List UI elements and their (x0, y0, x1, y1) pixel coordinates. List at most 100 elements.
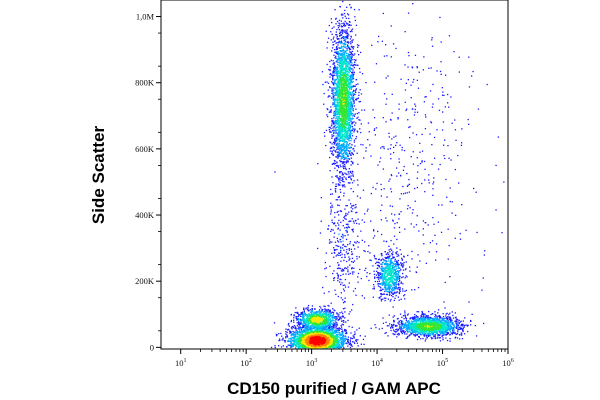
event-dot (399, 288, 401, 290)
event-dot (332, 325, 334, 328)
event-dot (417, 311, 420, 313)
event-dot (395, 272, 397, 274)
event-dot (349, 220, 351, 222)
event-dot (315, 312, 317, 314)
event-dot (402, 269, 405, 271)
event-dot (346, 36, 348, 38)
event-dot (278, 333, 280, 335)
event-dot (460, 320, 462, 322)
event-dot (389, 285, 391, 288)
event-dot (344, 136, 346, 139)
event-dot (335, 55, 337, 57)
event-dot (339, 132, 341, 134)
event-dot (346, 41, 348, 44)
event-dot (383, 146, 385, 148)
event-dot (432, 103, 434, 105)
event-dot (331, 135, 333, 138)
event-dot (330, 18, 332, 20)
event-dot (351, 135, 354, 137)
event-dot (360, 343, 362, 345)
event-dot (461, 334, 463, 336)
event-dot (374, 277, 376, 279)
event-dot (403, 255, 405, 257)
event-dot (349, 79, 351, 81)
event-dot (355, 136, 358, 138)
event-dot (346, 142, 348, 145)
event-dot (323, 92, 325, 95)
event-dot (339, 152, 341, 154)
event-dot (339, 332, 341, 334)
event-dot (337, 112, 339, 114)
event-dot (403, 165, 405, 168)
event-dot (417, 317, 419, 320)
event-dot (379, 286, 381, 288)
event-dot (429, 334, 431, 337)
event-dot (350, 61, 352, 64)
event-dot (342, 345, 344, 347)
event-dot (403, 261, 405, 264)
event-dot (403, 295, 405, 297)
event-dot (303, 331, 305, 334)
event-dot (356, 211, 358, 213)
event-dot (333, 65, 336, 67)
event-dot (438, 334, 441, 337)
event-dot (439, 163, 441, 166)
event-dot (392, 329, 395, 331)
event-dot (407, 331, 409, 333)
event-dot (334, 103, 336, 105)
event-dot (438, 334, 440, 336)
event-dot (336, 343, 339, 345)
event-dot (396, 283, 398, 285)
event-dot (326, 325, 328, 327)
event-dot (441, 319, 443, 322)
event-dot (341, 177, 343, 179)
event-dot (343, 192, 345, 194)
event-dot (377, 283, 379, 285)
event-dot (422, 316, 424, 318)
event-dot (336, 73, 338, 76)
event-dot (311, 310, 314, 313)
event-dot (338, 252, 341, 254)
event-dot (334, 67, 337, 69)
event-dot (341, 333, 344, 335)
event-dot (332, 77, 334, 79)
event-dot (363, 221, 366, 223)
event-dot (449, 338, 451, 340)
event-dot (378, 274, 380, 276)
event-dot (345, 43, 347, 45)
event-dot (414, 200, 416, 202)
event-dot (345, 218, 347, 220)
event-dot (309, 325, 311, 327)
event-dot (373, 254, 375, 257)
event-dot (393, 292, 396, 294)
event-dot (319, 330, 321, 332)
event-dot (394, 279, 396, 281)
event-dot (329, 95, 331, 97)
event-dot (343, 259, 345, 262)
event-dot (388, 294, 391, 296)
event-dot (351, 228, 353, 231)
event-dot (330, 321, 332, 323)
event-dot (346, 61, 348, 63)
event-dot (351, 113, 353, 115)
event-dot (350, 175, 352, 177)
event-dot (449, 321, 451, 323)
event-dot (438, 316, 441, 319)
event-dot (331, 47, 334, 49)
event-dot (383, 240, 385, 242)
event-dot (358, 241, 360, 244)
event-dot (335, 316, 337, 318)
event-dot (394, 297, 396, 299)
event-dot (404, 315, 406, 317)
event-dot (420, 316, 422, 318)
event-dot (348, 122, 350, 124)
event-dot (397, 332, 400, 335)
event-dot (421, 150, 424, 152)
event-dot (438, 314, 441, 317)
event-dot (340, 160, 343, 163)
event-dot (434, 313, 436, 316)
event-dot (425, 316, 427, 318)
event-dot (387, 255, 389, 257)
event-dot (325, 312, 327, 314)
event-dot (423, 56, 425, 58)
